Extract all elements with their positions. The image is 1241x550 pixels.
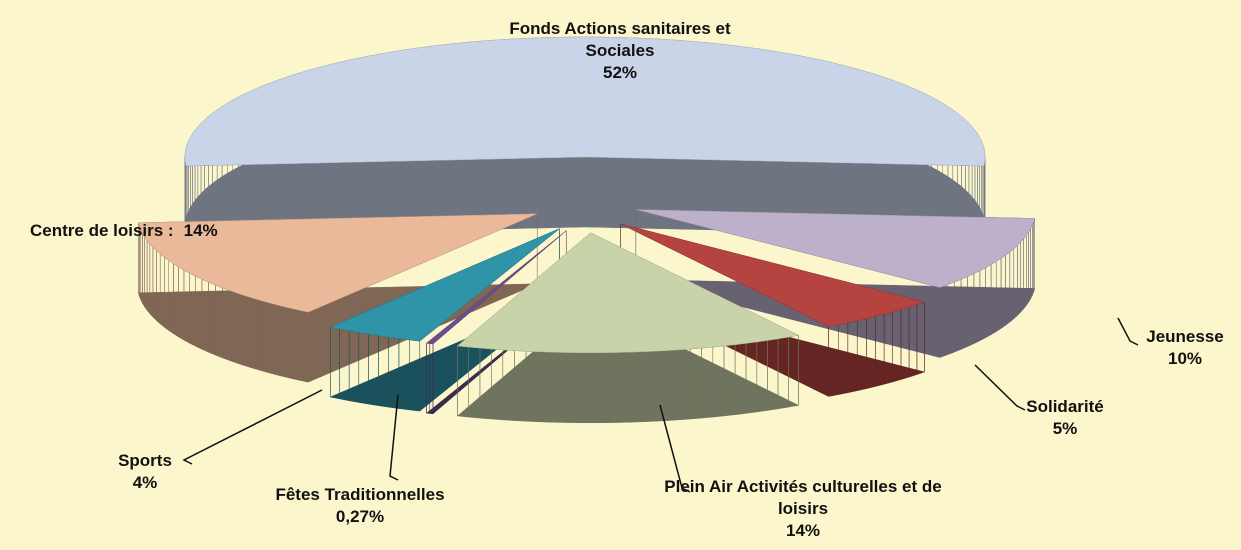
slice [620,223,926,327]
slice-label: Centre de loisirs : 14% [30,220,310,242]
value-label: 14% [785,521,821,540]
slice [425,230,567,345]
slice-label: Jeunesse 10% [1125,326,1241,370]
category-name: Fêtes Traditionnelles [275,485,445,504]
slice [456,232,800,354]
value-label: 10% [1167,349,1203,368]
category-name: Centre de loisirs : [30,221,174,240]
slice-side [620,223,925,397]
value-label: 14% [183,221,218,240]
slice-label: Sports 4% [95,450,195,494]
slice [137,213,538,313]
slice [329,228,560,342]
value-label: 5% [1052,419,1078,438]
slice-label: Fonds Actions sanitaires et Sociales 52% [490,18,750,84]
category-name: Sports [118,451,172,470]
slice-label: Fêtes Traditionnelles 0,27% [230,484,490,528]
category-name: Solidarité [1026,397,1104,416]
leader-line [1117,317,1139,346]
slice [635,209,1036,288]
leader-line [182,389,323,465]
slice [184,36,986,167]
slice-label: Plein Air Activités culturelles et de lo… [663,476,943,542]
value-label: 0,27% [335,507,385,526]
slice-label: Solidarité 5% [1005,396,1125,440]
leader-line [974,364,1026,411]
value-label: 4% [132,473,158,492]
category-name: Plein Air Activités culturelles et de lo… [664,477,942,518]
leader-line [389,394,399,481]
value-label: 52% [602,63,638,82]
category-name: Jeunesse [1146,327,1224,346]
category-name: Fonds Actions sanitaires et Sociales [509,19,731,60]
leader-line [659,404,691,493]
